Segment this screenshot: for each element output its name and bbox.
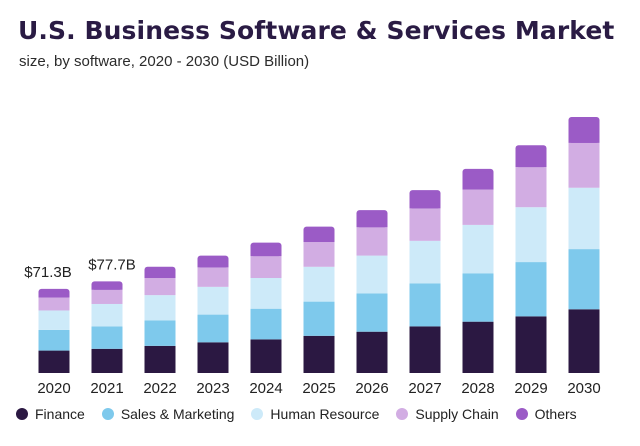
bar-segment-fill-2021 [91,284,123,290]
bar-segment-finance-2026 [356,331,388,373]
legend-swatch [515,408,528,420]
x-tick-label-2030: 2030 [567,380,600,397]
legend-label: Sales & Marketing [120,406,235,422]
bar-segment-fill-2025 [303,229,335,243]
bar-segment-fill-2024 [250,245,282,257]
bar-segment-finance-2027 [409,326,441,373]
bar-segment-finance-2024 [250,339,282,373]
bar-segment-finance-2030 [568,309,600,373]
bar-segment-fill-2030 [568,119,600,143]
bar-segment-fill-2023 [197,258,229,268]
bar-segment-finance-2025 [303,335,335,373]
x-tick-label-2023: 2023 [196,380,229,397]
bar-segment-human-resource-2020 [38,310,70,330]
x-tick-label-2026: 2026 [355,380,388,397]
bar-segment-sales-marketing-2028 [462,273,494,322]
bar-segment-human-resource-2026 [356,255,388,294]
legend-item-sales-marketing: Sales & Marketing [101,406,235,422]
x-tick-label-2024: 2024 [249,380,282,397]
bar-segment-human-resource-2030 [568,187,600,250]
bar-segment-human-resource-2025 [303,266,335,302]
bar-segment-human-resource-2028 [462,224,494,274]
x-tick-label-2029: 2029 [514,380,547,397]
chart-subtitle: size, by software, 2020 - 2030 (USD Bill… [19,53,310,70]
bar-segment-human-resource-2024 [250,278,282,309]
legend-swatch [16,408,28,420]
bar-segment-fill-2022 [144,269,176,279]
bar-segment-sales-marketing-2027 [409,283,441,327]
bar-segment-sales-marketing-2022 [144,320,176,346]
bar-segment-supply-chain-2021 [91,289,123,304]
bar-segment-human-resource-2029 [515,207,547,263]
bar-segment-fill-2029 [515,148,547,168]
bar-segment-finance-2028 [462,321,494,373]
x-tick-label-2020: 2020 [37,380,70,397]
legend-item-others: Others [515,406,577,422]
legend-label: Finance [35,406,85,422]
bar-segment-sales-marketing-2029 [515,262,547,317]
x-tick-label-2025: 2025 [302,380,335,397]
legend-swatch [101,408,114,420]
data-label-2021: $77.7B [88,256,136,273]
bar-segment-sales-marketing-2021 [91,326,123,349]
x-tick-label-2022: 2022 [143,380,176,397]
legend-label: Supply Chain [415,406,499,422]
bar-segment-fill-2028 [462,171,494,190]
bar-segment-sales-marketing-2023 [197,314,229,343]
bar-segment-supply-chain-2025 [303,242,335,267]
legend-swatch [251,408,264,420]
bar-segment-fill-2026 [356,213,388,228]
bar-segment-human-resource-2023 [197,286,229,315]
bar-segment-finance-2020 [38,350,70,373]
legend-item-finance: Finance [16,406,85,422]
bar-segment-finance-2023 [197,342,229,373]
bar-segment-supply-chain-2022 [144,278,176,296]
x-tick-label-2021: 2021 [90,380,123,397]
bar-segment-human-resource-2022 [144,295,176,321]
bar-segment-sales-marketing-2020 [38,329,70,351]
x-tick-label-2028: 2028 [461,380,494,397]
bar-segment-supply-chain-2027 [409,208,441,241]
data-label-2020: $71.3B [24,264,72,281]
bar-segment-supply-chain-2026 [356,227,388,256]
bar-segment-finance-2029 [515,316,547,373]
legend-swatch [396,408,409,420]
bar-segment-supply-chain-2029 [515,167,547,208]
bar-segment-sales-marketing-2030 [568,249,600,310]
x-tick-label-2027: 2027 [408,380,441,397]
bar-segment-sales-marketing-2026 [356,293,388,332]
bar-segment-finance-2022 [144,345,176,373]
bar-segment-supply-chain-2024 [250,256,282,279]
legend-label: Human Resource [270,406,380,422]
bar-segment-human-resource-2027 [409,240,441,284]
bar-segment-supply-chain-2028 [462,189,494,225]
chart-legend: Finance Sales & Marketing Human Resource Su… [16,406,636,422]
bar-segment-supply-chain-2023 [197,267,229,287]
bar-segment-finance-2021 [91,348,123,373]
legend-label: Others [534,406,577,422]
bar-segment-sales-marketing-2025 [303,301,335,336]
legend-item-human-resource: Human Resource [251,406,379,422]
bar-segment-supply-chain-2030 [568,142,600,188]
bar-segment-sales-marketing-2024 [250,308,282,340]
bar-segment-supply-chain-2020 [38,297,70,311]
legend-item-supply-chain: Supply Chain [396,406,499,422]
chart-title: U.S. Business Software & Services Market [18,16,615,45]
bar-segment-human-resource-2021 [91,303,123,327]
bar-segment-fill-2027 [409,193,441,209]
bar-segment-fill-2020 [38,291,70,298]
